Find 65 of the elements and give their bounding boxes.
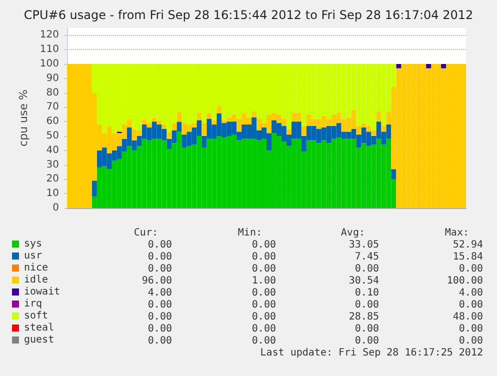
text: 0.00 bbox=[458, 324, 483, 334]
text: 4.00 bbox=[148, 288, 172, 298]
text: 0.00 bbox=[354, 300, 379, 310]
y-tick-label: 70 bbox=[46, 102, 59, 113]
y-tick-label: 50 bbox=[46, 130, 59, 142]
text: 0.00 bbox=[252, 240, 276, 250]
legend-label: guest bbox=[24, 334, 54, 346]
text: 48.00 bbox=[452, 312, 483, 322]
y-tick-label: 100 bbox=[40, 58, 59, 70]
legend-label: steal bbox=[24, 322, 54, 334]
text: 0.00 bbox=[458, 300, 483, 310]
text: 0.00 bbox=[252, 324, 276, 334]
y-tick-label: 90 bbox=[46, 72, 59, 84]
text: 33.05 bbox=[348, 240, 379, 250]
text: 0.00 bbox=[148, 336, 172, 346]
y-tick-label: 30 bbox=[46, 159, 59, 170]
y-tick-label: 80 bbox=[46, 87, 59, 98]
text: 0.00 bbox=[148, 324, 172, 334]
text: 0.00 bbox=[148, 300, 172, 310]
y-tick-label: 120 bbox=[40, 30, 59, 41]
legend-label: nice bbox=[24, 262, 48, 274]
text: 7.45 bbox=[354, 252, 379, 262]
legend-label: iowait bbox=[24, 286, 60, 298]
y-tick-label: 0 bbox=[52, 202, 59, 214]
y-tick-label: 40 bbox=[46, 144, 59, 156]
text: 0.00 bbox=[354, 336, 379, 346]
y-tick-label: 110 bbox=[40, 44, 59, 56]
text: 0.00 bbox=[148, 312, 172, 322]
text: 4.00 bbox=[458, 288, 483, 298]
text: 28.85 bbox=[348, 312, 379, 322]
text: 15.84 bbox=[452, 252, 483, 262]
text: 0.00 bbox=[252, 288, 276, 298]
text: 0.00 bbox=[458, 336, 483, 346]
text: 0.00 bbox=[252, 312, 276, 322]
text: 0.00 bbox=[252, 300, 276, 310]
text: 52.94 bbox=[452, 240, 483, 250]
text: Max: bbox=[444, 228, 469, 238]
text: 1.00 bbox=[252, 276, 276, 286]
legend-label: irq bbox=[24, 298, 42, 310]
text: Cur: bbox=[134, 228, 158, 238]
text: 0.00 bbox=[252, 252, 276, 262]
text: 0.00 bbox=[148, 252, 172, 262]
y-tick-label: 60 bbox=[46, 116, 59, 128]
text: 0.00 bbox=[354, 324, 379, 334]
text: 0.00 bbox=[252, 336, 276, 346]
text: 0.00 bbox=[354, 264, 379, 274]
y-axis-title: cpu use % bbox=[17, 90, 30, 146]
text: 0.00 bbox=[148, 264, 172, 274]
text: 96.00 bbox=[142, 276, 172, 286]
text: 0.00 bbox=[458, 264, 483, 274]
legend-label: usr bbox=[24, 250, 42, 262]
text: 0.10 bbox=[354, 288, 379, 298]
text: 100.00 bbox=[446, 276, 483, 286]
legend-label: sys bbox=[24, 238, 42, 250]
chart-title: CPU#6 usage - from Fri Sep 28 16:15:44 2012 to Fri Sep 28 16:17:04 2012 bbox=[24, 8, 474, 22]
y-tick-label: 10 bbox=[46, 188, 59, 200]
y-tick-label: 20 bbox=[46, 174, 59, 185]
legend-label: soft bbox=[24, 310, 48, 322]
text: Avg: bbox=[340, 228, 365, 238]
text: 30.54 bbox=[348, 276, 379, 286]
text: 0.00 bbox=[148, 240, 172, 250]
text: Min: bbox=[238, 228, 262, 238]
text: 0.00 bbox=[252, 264, 276, 274]
legend-label: idle bbox=[24, 274, 48, 286]
text: Last update: Fri Sep 28 16:17:25 2012 bbox=[260, 348, 483, 358]
